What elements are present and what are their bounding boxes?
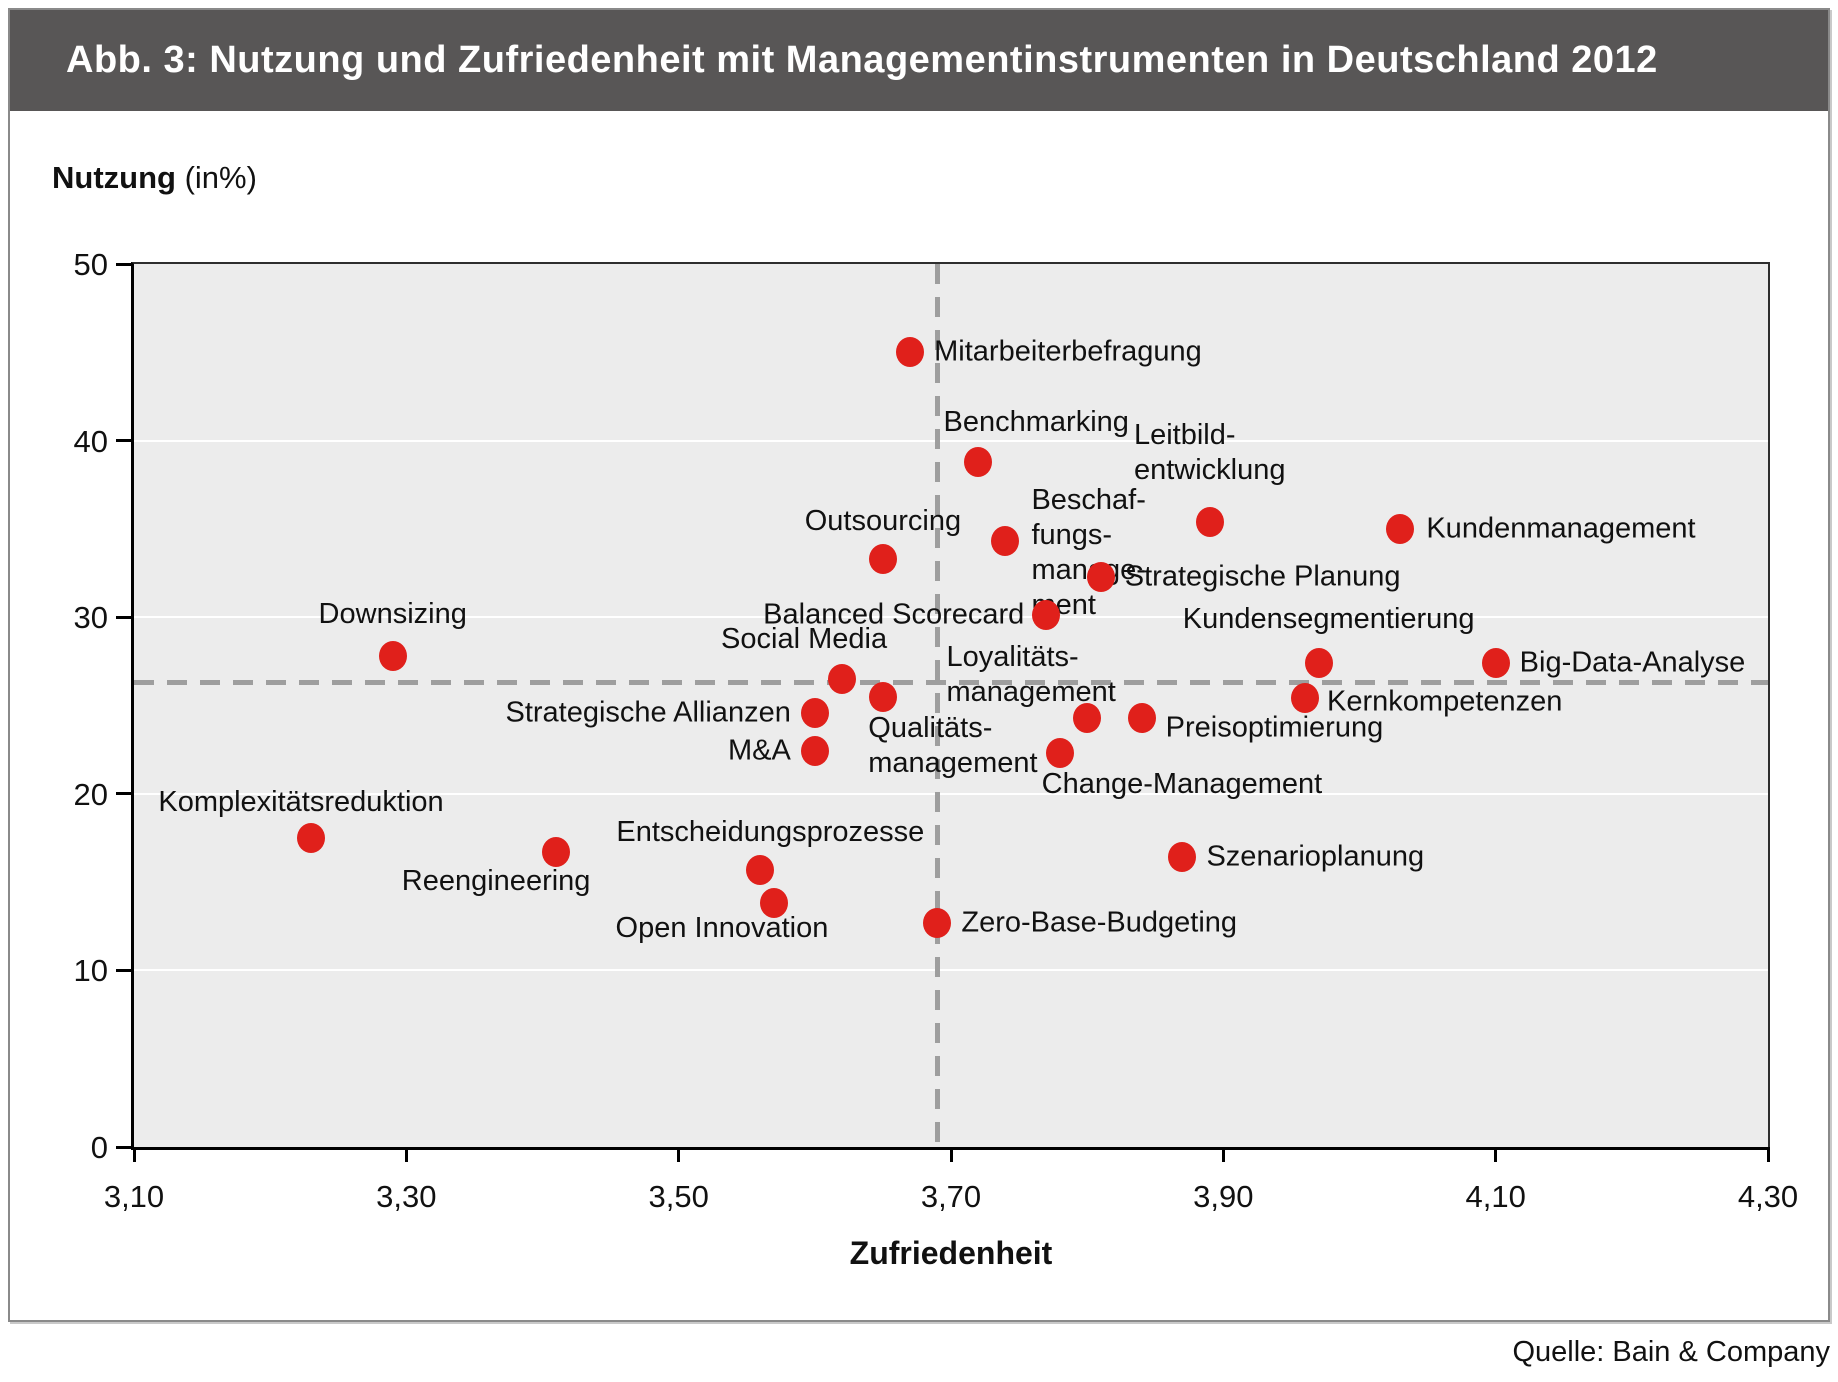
point-label: Kundenmanagement xyxy=(1426,512,1696,545)
data-point xyxy=(1304,648,1333,679)
data-point xyxy=(1291,683,1320,714)
point-label: Beschaf- fungs- manage- ment xyxy=(1031,484,1146,622)
point-label: Benchmarking xyxy=(943,405,1129,438)
y-axis-tick xyxy=(116,1145,131,1149)
data-point xyxy=(991,526,1020,557)
data-point xyxy=(828,664,857,694)
data-point xyxy=(868,681,897,712)
x-axis-tick-label: 4,30 xyxy=(1737,1179,1799,1214)
y-axis-tick xyxy=(116,968,131,972)
reference-line-vertical xyxy=(934,264,940,1147)
point-label: Mitarbeiterbefragung xyxy=(934,335,1202,368)
data-point xyxy=(964,446,993,477)
title-bar: Abb. 3: Nutzung und Zufriedenheit mit Ma… xyxy=(10,10,1828,111)
x-axis-tick-label: 3,70 xyxy=(920,1179,982,1214)
point-label: Downsizing xyxy=(318,598,467,631)
y-axis-title-main: Nutzung xyxy=(52,160,176,195)
point-label: Strategische Allianzen xyxy=(505,696,791,729)
figure-title: Abb. 3: Nutzung und Zufriedenheit mit Ma… xyxy=(66,39,1658,81)
data-point xyxy=(923,907,952,938)
data-point xyxy=(1481,648,1510,679)
point-label: Social Media xyxy=(721,623,888,655)
point-label: Change-Management xyxy=(1041,768,1323,801)
point-label: Entscheidungsprozesse xyxy=(616,815,925,848)
y-axis-tick-label: 20 xyxy=(73,776,108,812)
x-axis-tick-label: 3,30 xyxy=(376,1179,437,1214)
data-point xyxy=(800,697,829,728)
data-point xyxy=(1386,513,1415,544)
y-axis-tick-label: 10 xyxy=(73,953,108,989)
x-axis-tick-label: 3,10 xyxy=(103,1179,165,1214)
data-point xyxy=(378,641,407,672)
point-label: Preisoptimierung xyxy=(1165,711,1384,744)
plot-area: 3,10 3,30 3,50 3,70 3,90 4,10 4,30 0 10 20 30 40 50 Z… xyxy=(74,247,1799,1271)
x-axis-tick xyxy=(1494,1147,1498,1162)
x-axis-tick xyxy=(132,1147,136,1162)
data-point xyxy=(1195,506,1224,537)
point-label: Zero-Base-Budgeting xyxy=(961,906,1238,939)
y-axis-tick-label: 50 xyxy=(73,247,108,282)
x-axis-tick xyxy=(949,1147,953,1162)
x-axis-tick-label: 3,50 xyxy=(648,1179,709,1214)
y-axis-tick-label: 0 xyxy=(90,1130,108,1165)
y-axis-title: Nutzung (in%) xyxy=(52,160,257,196)
point-label: Reengineering xyxy=(401,865,591,898)
data-point xyxy=(1168,842,1197,873)
y-axis-tick xyxy=(116,262,131,266)
gridline xyxy=(134,439,1768,442)
data-point xyxy=(1127,702,1156,733)
point-label: Szenarioplanung xyxy=(1206,840,1425,873)
y-axis-tick xyxy=(116,615,131,619)
data-point xyxy=(1086,561,1115,592)
source-note: Quelle: Bain & Company xyxy=(1512,1336,1830,1368)
x-axis-title: Zufriedenheit xyxy=(849,1235,1053,1271)
point-label: Balanced Scorecard xyxy=(763,598,1025,631)
y-axis-tick-label: 30 xyxy=(73,600,108,636)
data-point xyxy=(746,854,775,885)
point-label: Kundensegmentierung xyxy=(1182,603,1475,636)
gridline xyxy=(134,616,1768,619)
point-label: Qualitäts- management xyxy=(868,711,1038,779)
point-label: Big-Data-Analyse xyxy=(1519,646,1746,679)
x-axis-tick xyxy=(404,1147,408,1162)
point-label: Open Innovation xyxy=(615,912,829,945)
x-axis-tick xyxy=(1221,1147,1225,1162)
x-axis-tick xyxy=(677,1147,681,1162)
point-label: Loyalitäts- management xyxy=(946,640,1116,708)
point-label: M&A xyxy=(727,734,791,767)
point-label: Kernkompetenzen xyxy=(1327,685,1563,718)
data-point xyxy=(1045,738,1074,769)
y-axis-title-unit: (in%) xyxy=(175,160,257,195)
x-axis-tick-label: 3,90 xyxy=(1193,1179,1254,1214)
data-point xyxy=(1032,600,1061,631)
data-point xyxy=(896,337,925,368)
data-point xyxy=(800,736,829,767)
point-label: Strategische Planung xyxy=(1124,560,1401,593)
data-point xyxy=(297,822,326,853)
x-axis-tick xyxy=(1766,1147,1770,1162)
y-axis-tick-label: 40 xyxy=(73,423,108,459)
data-point xyxy=(542,837,571,868)
x-axis-tick-label: 4,10 xyxy=(1465,1179,1526,1214)
point-label: Komplexitätsreduktion xyxy=(158,785,444,818)
gridline xyxy=(134,792,1768,795)
y-axis-tick xyxy=(116,439,131,443)
reference-line-horizontal xyxy=(134,680,1768,686)
data-point xyxy=(1073,702,1102,733)
point-label: Outsourcing xyxy=(804,504,962,537)
gridline xyxy=(134,969,1768,972)
point-label: Leitbild- entwicklung xyxy=(1133,418,1286,486)
data-point xyxy=(868,543,897,574)
y-axis-tick xyxy=(116,792,131,796)
data-point xyxy=(759,888,788,919)
